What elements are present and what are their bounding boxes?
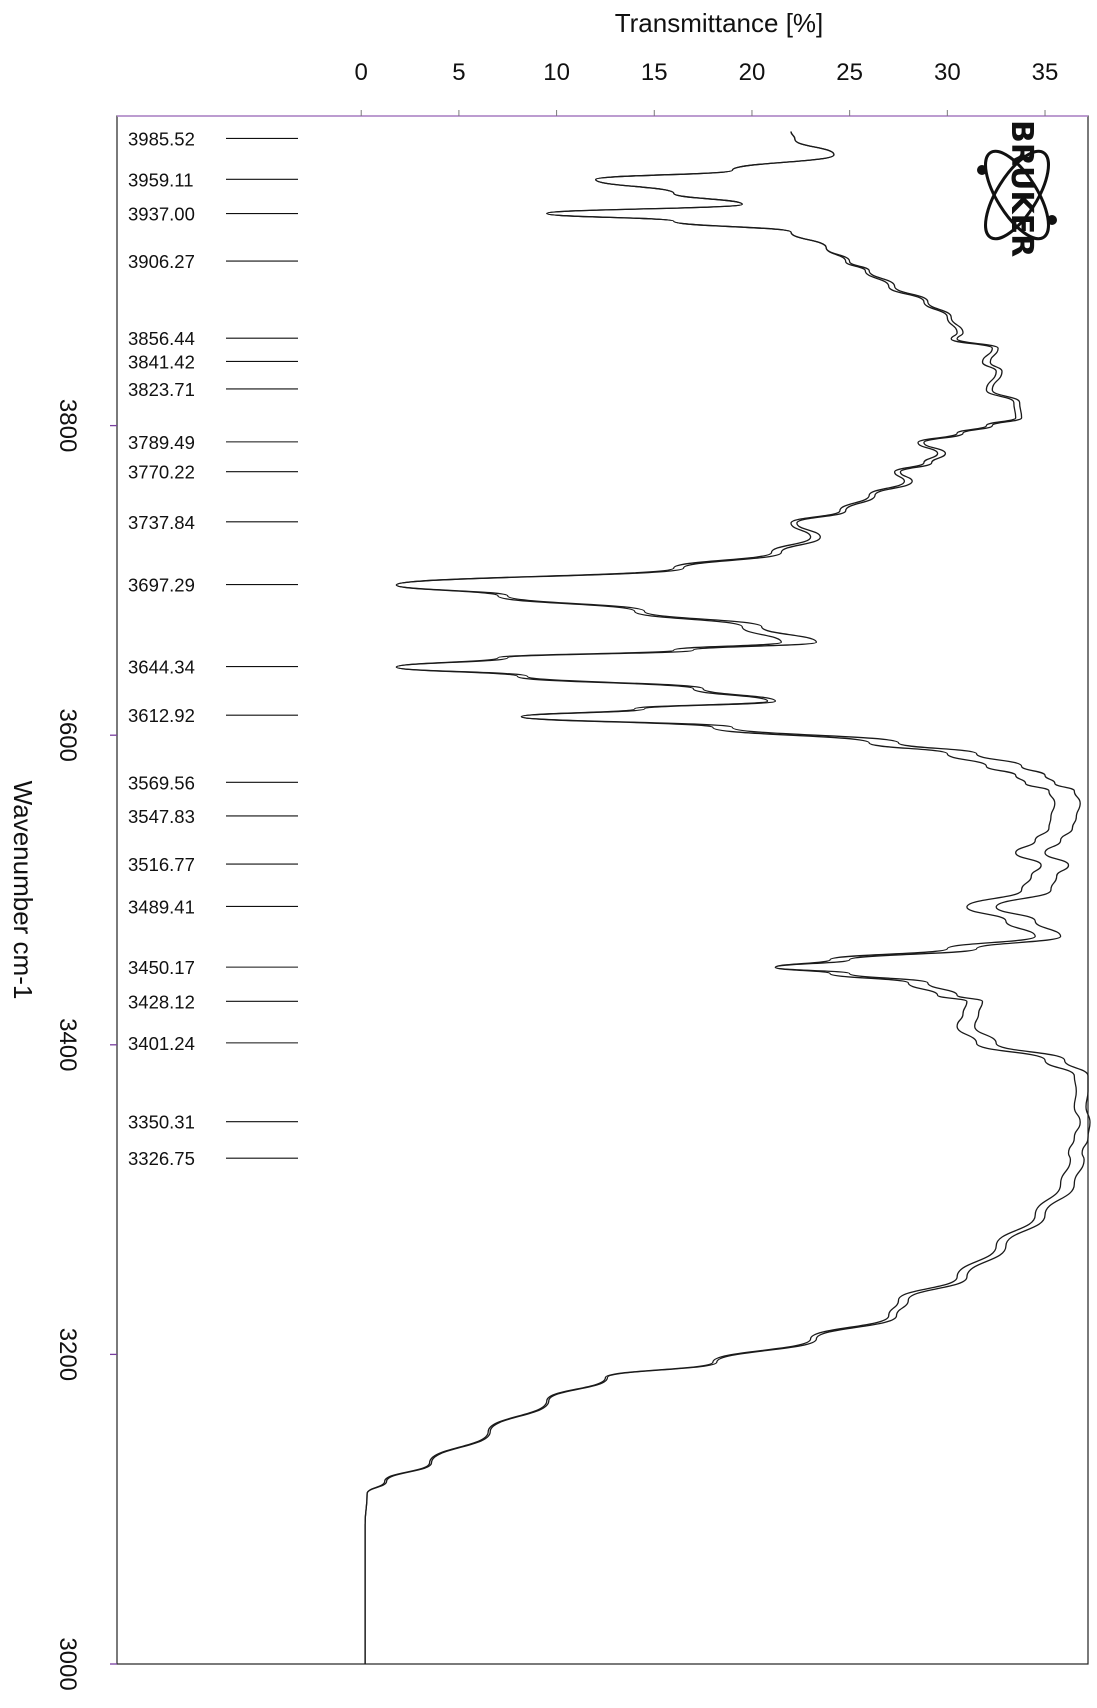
peak-label: 3547.83 xyxy=(128,806,195,827)
x-axis-title: Transmittance [%] xyxy=(615,8,824,38)
y-tick-label: 3800 xyxy=(54,399,81,452)
peak-label: 3737.84 xyxy=(128,512,195,533)
bruker-atom-icon xyxy=(977,149,1057,241)
x-tick-label: 15 xyxy=(641,59,668,86)
spectrum-line-2 xyxy=(364,131,1091,1664)
y-tick-label: 3400 xyxy=(54,1018,81,1071)
x-tick-label: 30 xyxy=(934,59,961,86)
y-tick-labels: 3800 3600 3400 3200 3000 xyxy=(54,399,81,1691)
peak-label: 3401.24 xyxy=(128,1033,195,1054)
peak-label: 3856.44 xyxy=(128,328,195,349)
axis-ticks xyxy=(110,110,1046,1665)
x-tick-label: 25 xyxy=(836,59,863,86)
spectrum-line-1 xyxy=(364,131,1081,1664)
peak-label: 3959.11 xyxy=(128,169,194,190)
peak-label: 3697.29 xyxy=(128,575,195,596)
x-tick-labels: 0 5 10 15 20 25 30 35 xyxy=(355,59,1059,86)
peak-label: 3841.42 xyxy=(128,351,195,372)
bruker-logo-text: BRUKER xyxy=(1004,120,1039,257)
peak-label: 3516.77 xyxy=(128,854,195,875)
peak-label: 3823.71 xyxy=(128,379,195,400)
peak-label: 3428.12 xyxy=(128,991,195,1012)
y-tick-label: 3000 xyxy=(54,1637,81,1690)
peak-labels: 3985.52 3959.11 3937.00 3906.27 3856.443841.… xyxy=(128,128,298,1169)
y-axis-title: Wavenumber cm-1 xyxy=(8,781,38,1000)
peak-label: 3326.75 xyxy=(128,1148,195,1169)
peak-label: 3770.22 xyxy=(128,462,195,483)
spectrum-series xyxy=(364,131,1091,1664)
peak-label: 3937.00 xyxy=(128,204,195,225)
peak-label: 3489.41 xyxy=(128,896,195,917)
peak-label: 3644.34 xyxy=(128,657,195,678)
bruker-logo: BRUKER xyxy=(977,120,1057,257)
peak-label: 3569.56 xyxy=(128,772,195,793)
peak-label: 3906.27 xyxy=(128,251,195,272)
peak-label: 3612.92 xyxy=(128,705,195,726)
peak-label: 3985.52 xyxy=(128,128,195,149)
peak-label: 3450.17 xyxy=(128,957,195,978)
x-tick-label: 0 xyxy=(355,59,368,86)
y-tick-label: 3600 xyxy=(54,709,81,762)
peak-label: 3350.31 xyxy=(128,1112,195,1133)
x-tick-label: 20 xyxy=(739,59,766,86)
plot-frame xyxy=(116,115,1089,1665)
y-tick-label: 3200 xyxy=(54,1328,81,1381)
x-tick-label: 5 xyxy=(452,59,465,86)
x-tick-label: 35 xyxy=(1032,59,1059,86)
x-tick-label: 10 xyxy=(543,59,570,86)
plot-border xyxy=(116,115,1089,1665)
peak-label: 3789.49 xyxy=(128,432,195,453)
